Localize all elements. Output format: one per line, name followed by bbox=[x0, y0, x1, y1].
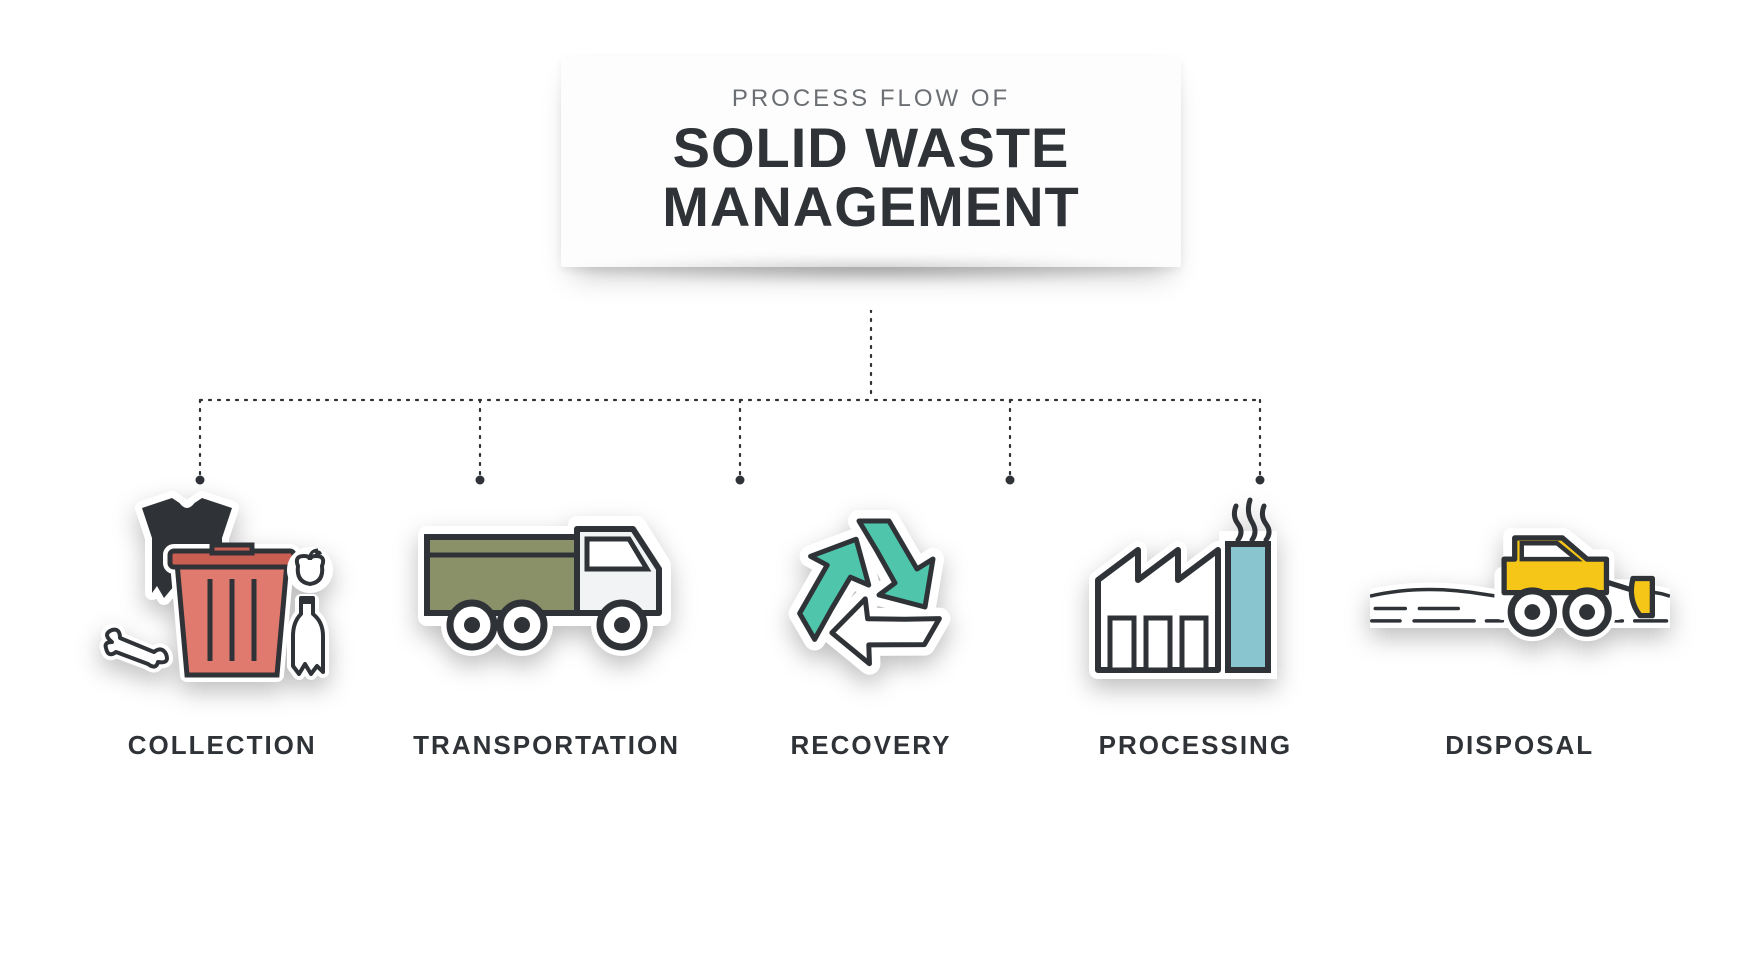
step-transportation: TRANSPORTATION bbox=[397, 490, 697, 761]
step-label: COLLECTION bbox=[128, 730, 317, 761]
step-recovery: RECOVERY bbox=[721, 490, 1021, 761]
recycle-icon bbox=[721, 490, 1021, 690]
step-processing: PROCESSING bbox=[1045, 490, 1345, 761]
step-label: PROCESSING bbox=[1099, 730, 1292, 761]
step-label: RECOVERY bbox=[790, 730, 951, 761]
step-collection: COLLECTION bbox=[72, 490, 372, 761]
step-label: DISPOSAL bbox=[1445, 730, 1594, 761]
bulldozer-icon bbox=[1370, 490, 1670, 690]
garbage-truck-icon bbox=[397, 490, 697, 690]
steps-row: COLLECTION bbox=[0, 490, 1742, 761]
title-pretext: PROCESS FLOW OF bbox=[601, 85, 1141, 113]
factory-icon bbox=[1045, 490, 1345, 690]
step-disposal: DISPOSAL bbox=[1370, 490, 1670, 761]
title-card: PROCESS FLOW OF SOLID WASTE MANAGEMENT bbox=[561, 55, 1181, 267]
title-line1: SOLID WASTE bbox=[673, 116, 1070, 179]
step-label: TRANSPORTATION bbox=[413, 730, 680, 761]
title-line2: MANAGEMENT bbox=[662, 175, 1080, 238]
waste-items-icon bbox=[72, 490, 372, 690]
title-main: SOLID WASTE MANAGEMENT bbox=[601, 119, 1141, 237]
